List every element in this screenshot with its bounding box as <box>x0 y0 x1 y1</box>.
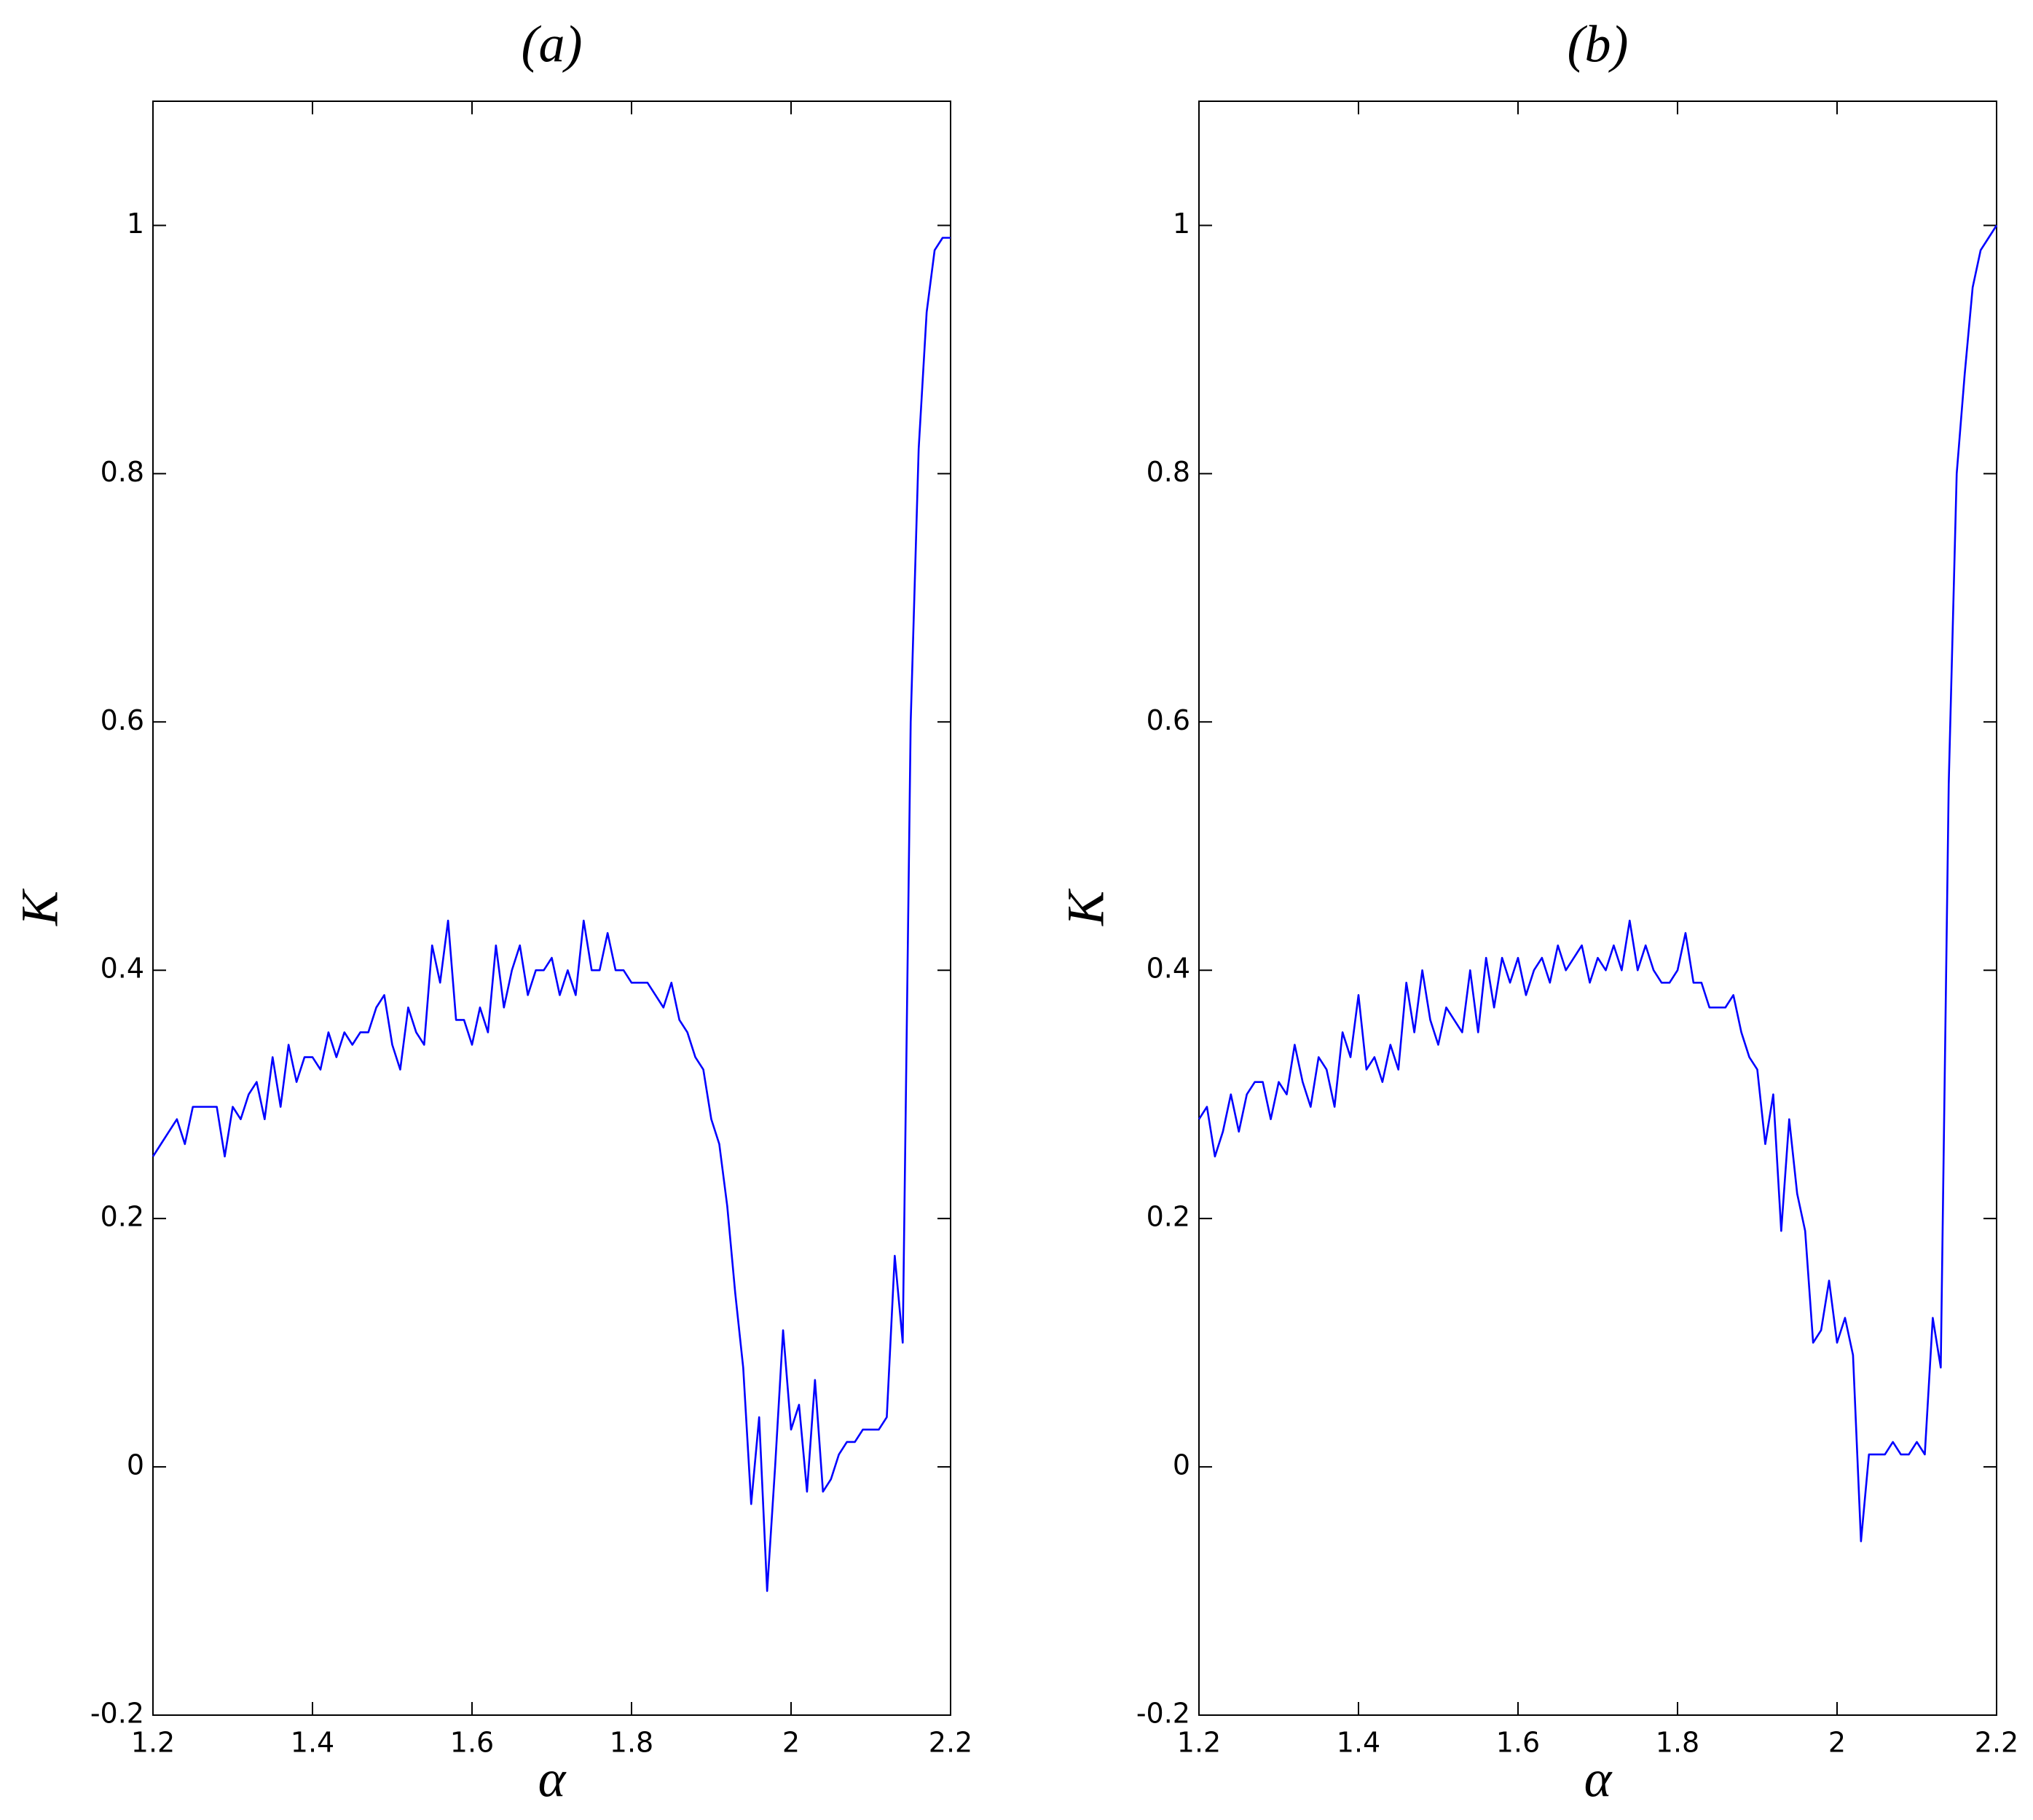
y-tick-label: 0.2 <box>101 1201 144 1233</box>
panel: 1.2 1.4 1.6 1.8 2 2.2 -0.2 0 0.2 0.4 0.6 0.8 1 (b) α K <box>1057 15 2019 1808</box>
x-tick-label: 1.2 <box>131 1727 175 1759</box>
x-tick-label: 1.6 <box>450 1727 494 1759</box>
y-tick-label: 1 <box>1173 208 1190 240</box>
x-tick-label: 1.6 <box>1496 1727 1540 1759</box>
plot-area <box>152 101 951 1716</box>
x-axis-label: α <box>1584 1750 1613 1808</box>
x-tick-label: 1.8 <box>610 1727 653 1759</box>
y-tick-label: 0.6 <box>1147 704 1190 736</box>
chart-title: (b) <box>1568 15 1629 74</box>
x-tick-label: 1.2 <box>1177 1727 1221 1759</box>
x-tick-label: 2 <box>1828 1727 1846 1759</box>
y-tick-label: -0.2 <box>1136 1698 1190 1730</box>
y-tick-label: 0.6 <box>101 704 144 736</box>
y-tick-label: 0.4 <box>101 953 144 985</box>
plot-area <box>1198 101 1997 1716</box>
panel: 1.2 1.4 1.6 1.8 2 2.2 -0.2 0 0.2 0.4 0.6 0.8 1 (a) α K <box>11 15 973 1808</box>
x-tick-label: 2.2 <box>929 1727 972 1759</box>
x-tick-label: 2 <box>782 1727 800 1759</box>
y-tick-label: 1 <box>127 208 144 240</box>
data-line <box>1198 224 1998 1543</box>
y-tick-label: 0.4 <box>1147 953 1190 985</box>
x-axis-label: α <box>538 1750 567 1808</box>
y-axis-label: K <box>11 888 69 926</box>
x-tick-label: 2.2 <box>1975 1727 2018 1759</box>
y-axis-label: K <box>1057 888 1115 926</box>
y-tick-label: 0.8 <box>1147 456 1190 488</box>
y-tick-label: 0 <box>1173 1449 1190 1481</box>
data-line <box>152 237 951 1592</box>
y-tick-label: -0.2 <box>90 1698 144 1730</box>
chart-title: (a) <box>522 15 583 74</box>
y-tick-label: 0.2 <box>1147 1201 1190 1233</box>
y-tick-label: 0.8 <box>101 456 144 488</box>
y-tick-label: 0 <box>127 1449 144 1481</box>
x-tick-label: 1.4 <box>1337 1727 1380 1759</box>
x-tick-label: 1.4 <box>291 1727 334 1759</box>
x-tick-label: 1.8 <box>1656 1727 1699 1759</box>
